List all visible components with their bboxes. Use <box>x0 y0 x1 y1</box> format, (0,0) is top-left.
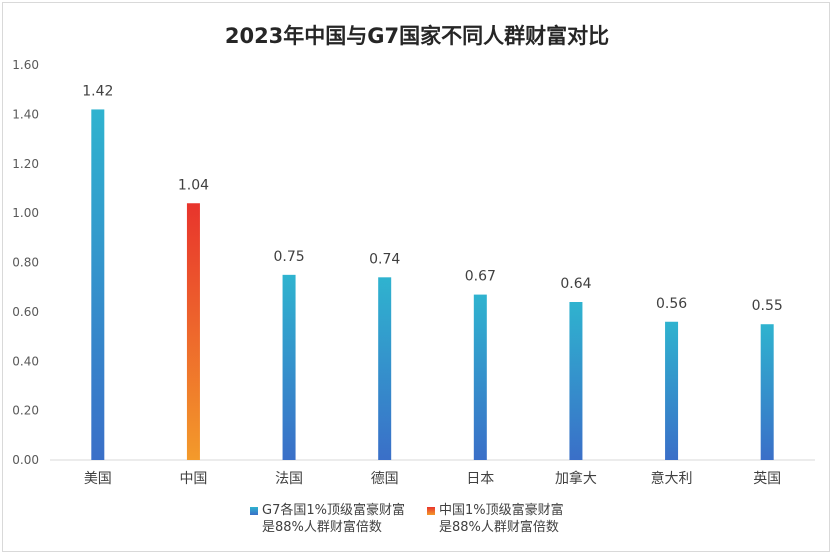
legend-swatch-g7 <box>250 507 258 515</box>
x-tick-label-3: 德国 <box>371 471 399 487</box>
legend-label-china: 中国1%顶级富豪财富 是88%人群财富倍数 <box>438 503 564 535</box>
legend-label-g7: G7各国1%顶级富豪财富 是88%人群财富倍数 <box>262 503 405 535</box>
legend-item-g7: G7各国1%顶级富豪财富 是88%人群财富倍数 <box>250 502 405 536</box>
bar-5 <box>569 302 583 460</box>
legend: G7各国1%顶级富豪财富 是88%人群财富倍数 中国1%顶级富豪财富 是88%人… <box>250 502 564 536</box>
y-tick-label: 0.00 <box>12 453 39 467</box>
bar-7 <box>760 324 774 460</box>
x-tick-label-1: 中国 <box>179 471 207 487</box>
y-tick-label: 1.00 <box>12 206 39 220</box>
x-tick-label-7: 英国 <box>753 470 781 487</box>
x-tick-label-5: 加拿大 <box>555 470 597 487</box>
bar-3 <box>378 277 392 460</box>
y-tick-label: 0.20 <box>12 404 39 418</box>
legend-item-china: 中国1%顶级富豪财富 是88%人群财富倍数 <box>426 502 564 536</box>
x-tick-label-0: 美国 <box>84 471 112 487</box>
data-label-6: 0.56 <box>656 296 687 312</box>
chart-title: 2023年中国与G7国家不同人群财富对比 <box>224 24 610 48</box>
y-tick-label: 1.60 <box>12 58 39 72</box>
y-tick-label: 1.40 <box>12 107 39 121</box>
x-tick-label-2: 法国 <box>275 471 303 487</box>
data-label-5: 0.64 <box>560 276 591 292</box>
data-label-1: 1.04 <box>178 177 209 193</box>
y-tick-label: 0.80 <box>12 256 39 270</box>
y-tick-label: 0.60 <box>12 305 39 319</box>
x-tick-label-4: 日本 <box>466 471 494 487</box>
x-tick-label-6: 意大利 <box>651 470 693 487</box>
y-tick-label: 0.40 <box>12 354 39 368</box>
legend-swatch-china <box>426 507 435 515</box>
bar-2 <box>282 274 296 460</box>
data-label-2: 0.75 <box>273 249 304 265</box>
bar-0 <box>91 109 105 460</box>
bar-4 <box>473 294 487 460</box>
bar-1 <box>186 203 200 460</box>
bar-chart: 0.00 0.20 0.40 0.60 0.80 1.00 1.20 1.40 1.60 美国 中国… <box>12 58 815 487</box>
data-label-7: 0.55 <box>752 298 783 314</box>
bar-6 <box>665 321 679 460</box>
data-label-3: 0.74 <box>369 251 400 267</box>
data-label-0: 1.42 <box>82 83 113 99</box>
data-label-4: 0.67 <box>465 269 496 285</box>
y-tick-label: 1.20 <box>12 157 39 171</box>
